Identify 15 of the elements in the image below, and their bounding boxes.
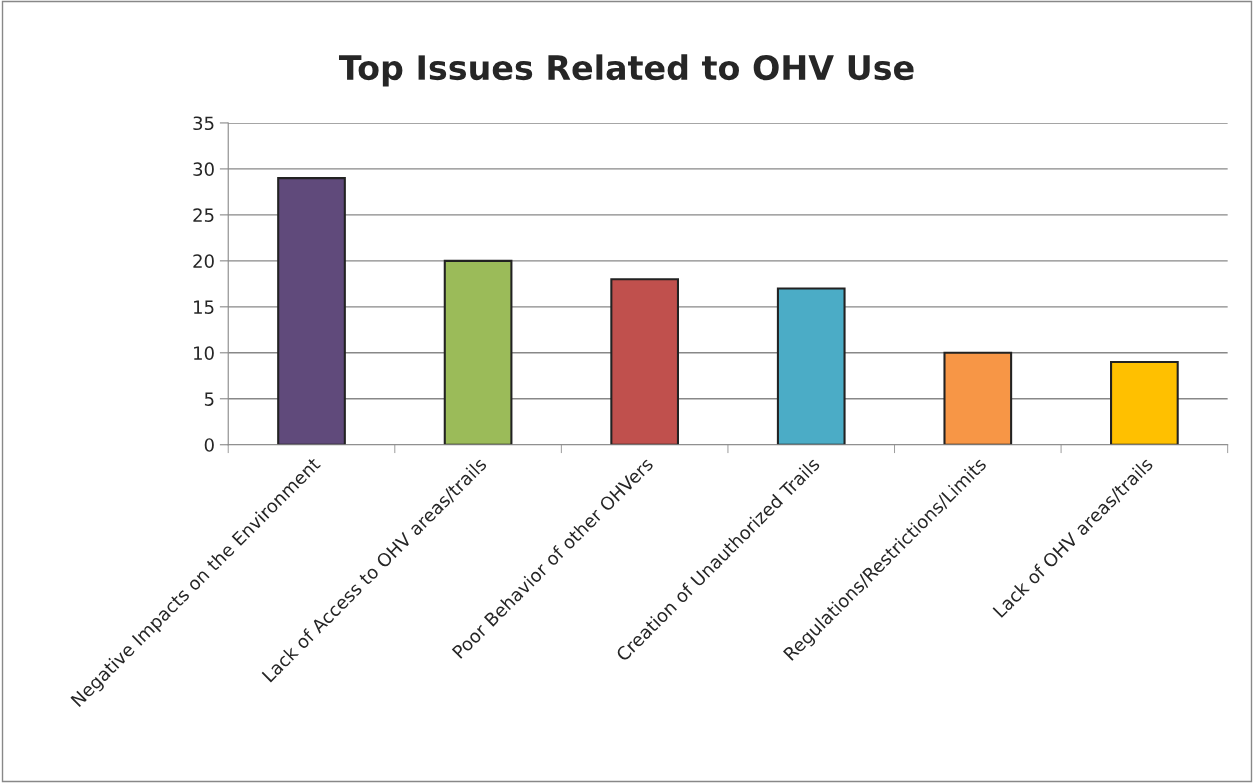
bar	[277, 177, 346, 445]
y-tick-label: 5	[204, 392, 214, 406]
bar	[1110, 360, 1179, 445]
y-tick-label: 0	[204, 438, 214, 452]
y-tick-label: 20	[193, 254, 214, 268]
y-tick-label: 25	[193, 208, 214, 222]
y-tick-label: 30	[193, 162, 214, 177]
bar	[943, 351, 1013, 445]
bar	[776, 287, 846, 445]
y-tick-label: 10	[194, 346, 214, 360]
y-tick-label: 15	[194, 300, 214, 314]
chart-title: Top Issues Related to OHV Use	[338, 54, 914, 87]
bar	[610, 278, 680, 445]
bar	[443, 259, 513, 445]
y-tick-label: 35	[193, 116, 214, 131]
